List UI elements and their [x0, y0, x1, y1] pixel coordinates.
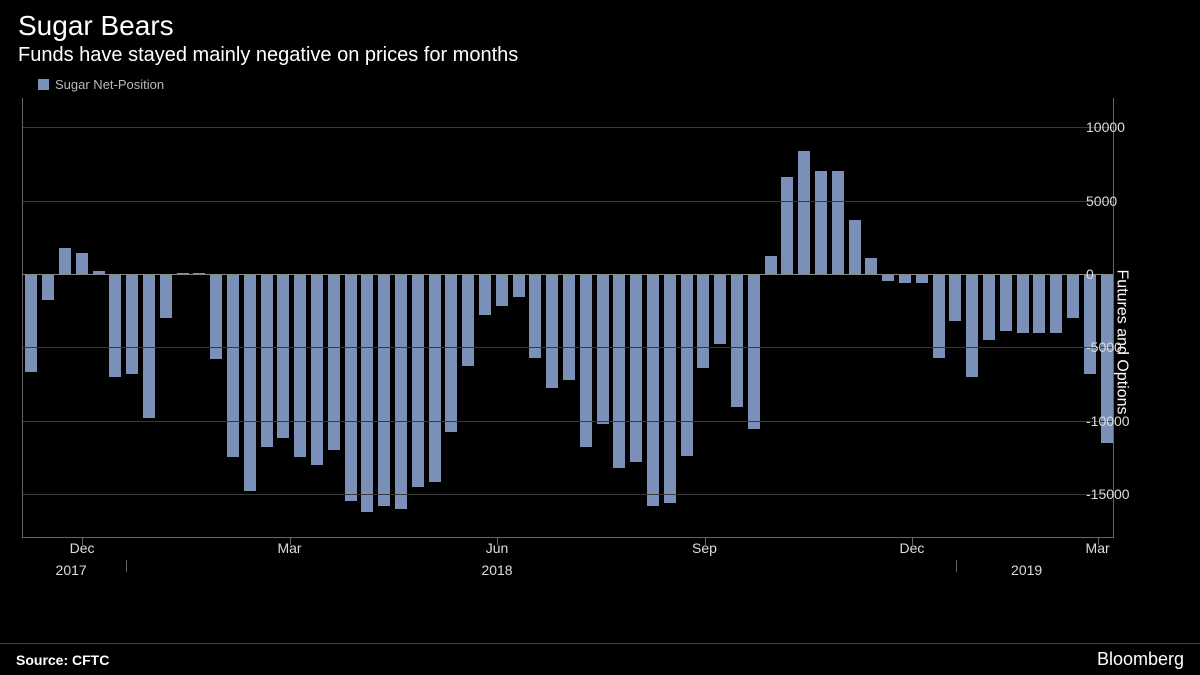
y-tick-label: 0 — [1086, 266, 1142, 282]
bar — [832, 171, 844, 274]
x-month-label: Mar — [277, 540, 301, 556]
bar — [429, 274, 441, 482]
bar — [865, 258, 877, 274]
gridline — [23, 421, 1113, 422]
bar — [160, 274, 172, 318]
bar — [126, 274, 138, 374]
bar — [445, 274, 457, 432]
x-month-label: Sep — [692, 540, 717, 556]
bar — [1017, 274, 1029, 333]
bar — [529, 274, 541, 358]
bar — [664, 274, 676, 503]
chart-legend: Sugar Net-Position — [0, 73, 1200, 94]
gridline — [23, 274, 1113, 275]
bar — [42, 274, 54, 300]
chart-footer: Source: CFTC Bloomberg — [0, 643, 1200, 675]
bar — [1050, 274, 1062, 333]
bar — [1067, 274, 1079, 318]
chart-container: Futures and Options DecMarJunSepDecMar20… — [0, 94, 1200, 589]
chart-title: Sugar Bears — [18, 10, 1182, 42]
bar — [361, 274, 373, 512]
bar — [849, 220, 861, 274]
bar — [765, 256, 777, 274]
bar — [462, 274, 474, 366]
bar — [1084, 274, 1096, 374]
gridline — [23, 201, 1113, 202]
bar — [630, 274, 642, 462]
y-tick-label: 10000 — [1086, 119, 1142, 135]
x-month-label: Dec — [900, 540, 925, 556]
bar — [311, 274, 323, 465]
x-month-label: Dec — [70, 540, 95, 556]
bar — [294, 274, 306, 457]
bar — [798, 151, 810, 274]
x-axis: Dec Mar Jun Sep Dec Mar 2017 2018 2019 — [22, 538, 1114, 586]
bar — [513, 274, 525, 297]
bar — [479, 274, 491, 315]
bar — [59, 248, 71, 274]
bar — [546, 274, 558, 388]
year-divider — [956, 560, 957, 572]
bar — [210, 274, 222, 359]
bar — [412, 274, 424, 487]
y-tick-label: 5000 — [1086, 193, 1142, 209]
bar — [1033, 274, 1045, 333]
x-year-label: 2018 — [481, 562, 512, 578]
x-month-label: Jun — [486, 540, 509, 556]
x-month-label: Mar — [1086, 540, 1110, 556]
y-tick-label: -5000 — [1086, 339, 1142, 355]
bar — [25, 274, 37, 372]
bar — [714, 274, 726, 344]
bar — [395, 274, 407, 509]
chart-plot-area — [22, 98, 1114, 538]
source-text: Source: CFTC — [16, 652, 109, 668]
gridline — [23, 494, 1113, 495]
bar — [597, 274, 609, 424]
gridline — [23, 127, 1113, 128]
bar — [143, 274, 155, 418]
bar — [378, 274, 390, 506]
y-tick-label: -15000 — [1086, 486, 1142, 502]
bar — [983, 274, 995, 340]
bar — [613, 274, 625, 468]
bar — [731, 274, 743, 407]
gridline — [23, 347, 1113, 348]
year-divider — [126, 560, 127, 572]
brand-text: Bloomberg — [1097, 649, 1184, 670]
bar — [563, 274, 575, 380]
legend-label: Sugar Net-Position — [55, 77, 164, 92]
bar — [916, 274, 928, 283]
x-year-label: 2019 — [1011, 562, 1042, 578]
bars-layer — [23, 98, 1113, 537]
x-year-label: 2017 — [56, 562, 87, 578]
bar — [1000, 274, 1012, 331]
bar — [681, 274, 693, 456]
bar — [76, 253, 88, 274]
bar — [109, 274, 121, 377]
bar — [933, 274, 945, 358]
chart-subtitle: Funds have stayed mainly negative on pri… — [18, 44, 1182, 67]
bar — [781, 177, 793, 274]
bar — [496, 274, 508, 306]
chart-header: Sugar Bears Funds have stayed mainly neg… — [0, 0, 1200, 73]
bar — [647, 274, 659, 506]
bar — [345, 274, 357, 501]
bar — [949, 274, 961, 321]
bar — [882, 274, 894, 281]
y-tick-label: -10000 — [1086, 413, 1142, 429]
legend-swatch — [38, 79, 49, 90]
bar — [277, 274, 289, 438]
bar — [244, 274, 256, 491]
bar — [328, 274, 340, 450]
bar — [899, 274, 911, 283]
bar — [966, 274, 978, 377]
bar — [227, 274, 239, 457]
bar — [697, 274, 709, 368]
bar — [748, 274, 760, 429]
bar — [815, 171, 827, 274]
